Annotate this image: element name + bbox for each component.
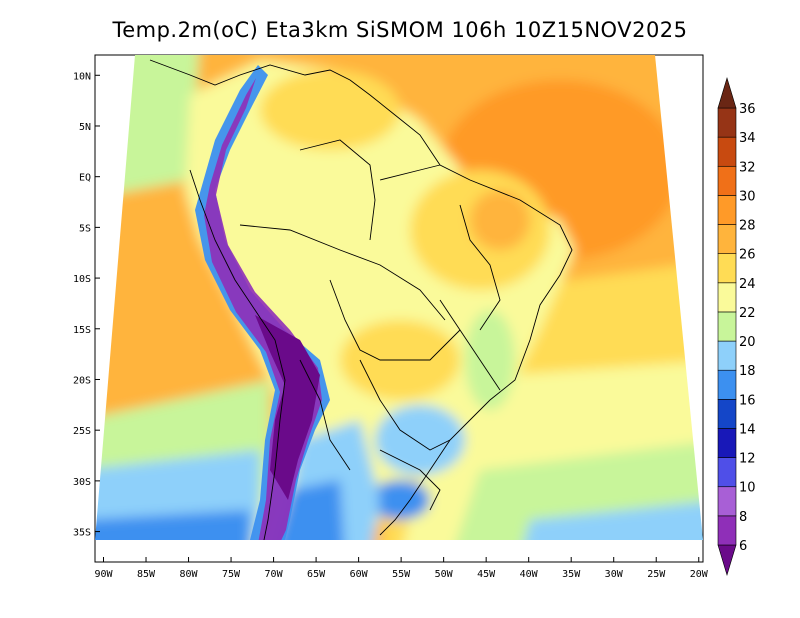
x-tick-label: 65W <box>307 569 326 580</box>
border-bolivia-brazil <box>329 279 461 361</box>
border-states-ne <box>459 204 501 331</box>
x-tick-label: 80W <box>180 569 199 580</box>
border-guianas <box>379 164 441 181</box>
x-tick-label: 40W <box>520 569 539 580</box>
x-tick-label: 75W <box>222 569 241 580</box>
border-peru-brazil <box>239 224 446 321</box>
map-title: Temp.2m(oC) Eta3km SiSMOM 106h 10Z15NOV2… <box>112 18 688 42</box>
x-tick-label: 20W <box>690 569 709 580</box>
colorbar-label: 12 <box>739 452 756 467</box>
colorbar-segment <box>717 165 737 196</box>
colorbar-segment <box>717 282 737 313</box>
colorbar-label: 28 <box>739 219 756 234</box>
colorbar-segment <box>717 136 737 167</box>
colorbar-label: 34 <box>739 131 756 146</box>
ne-brazil-hot <box>470 190 530 250</box>
colorbar-segment <box>717 224 737 254</box>
atlantic-south-20 <box>520 500 703 540</box>
border-states-se <box>439 299 501 391</box>
colorbar-label: 8 <box>739 510 747 525</box>
altiplano-cold <box>255 315 320 500</box>
pacific-south-18 <box>95 510 250 540</box>
colorbar-segment <box>717 457 737 488</box>
y-tick-label: 30S <box>73 477 91 488</box>
colorbar-label: 26 <box>739 248 756 263</box>
x-tick-label: 25W <box>647 569 666 580</box>
colorbar-segment <box>717 253 737 284</box>
colorbar-segment <box>717 399 737 429</box>
colorbar-segment <box>717 428 737 458</box>
colorbar-label: 24 <box>739 277 756 292</box>
colorbar-label: 30 <box>739 189 756 204</box>
colorbar-segment <box>717 107 737 138</box>
y-tick-label: 20S <box>73 375 91 386</box>
x-tick-label: 55W <box>392 569 411 580</box>
colorbar-label: 6 <box>739 539 747 554</box>
colorbar-segment <box>717 486 737 517</box>
y-tick-label: EQ <box>79 173 91 184</box>
y-tick-label: 35S <box>73 528 91 539</box>
colorbar-segment <box>717 195 737 225</box>
colorbar-label: 32 <box>739 160 756 175</box>
border-uruguay <box>379 449 441 511</box>
x-tick-label: 50W <box>435 569 454 580</box>
colorbar-segment <box>717 515 737 546</box>
y-tick-label: 15S <box>73 325 91 336</box>
colorbar-label: 20 <box>739 335 756 350</box>
colorbar-segment <box>717 311 737 342</box>
colorbar-label: 36 <box>739 102 756 117</box>
colorbar-label: 18 <box>739 364 756 379</box>
x-tick-label: 45W <box>477 569 496 580</box>
y-tick-label: 10N <box>73 71 91 82</box>
south-brazil-cold <box>370 480 430 520</box>
south-brazil-cool <box>375 405 465 475</box>
x-tick-label: 60W <box>350 569 369 580</box>
y-tick-label: 5S <box>79 223 91 234</box>
y-axis: 10N 5N EQ 5S 10S 15S 20S 25S 30S 35S <box>73 71 100 539</box>
colorbar-label: 22 <box>739 306 756 321</box>
colorbar-label: 16 <box>739 393 756 408</box>
colorbar-segment <box>717 369 737 400</box>
x-axis: 90W 85W 80W 75W 70W 65W 60W 55W 50W 45W 40W 35W 30W 2… <box>94 557 709 580</box>
x-tick-label: 90W <box>94 569 113 580</box>
y-tick-label: 25S <box>73 426 91 437</box>
temperature-field <box>95 55 703 540</box>
border-chile-argentina <box>299 359 351 471</box>
pacific-coastline <box>189 169 286 540</box>
colorbar-arrow-low <box>717 544 737 577</box>
x-tick-label: 30W <box>605 569 624 580</box>
x-tick-label: 85W <box>137 569 156 580</box>
colorbar-label: 10 <box>739 481 756 496</box>
colorbar-label: 14 <box>739 422 756 437</box>
border-venezuela-brazil <box>299 139 376 241</box>
colorbar-arrow-high <box>717 76 737 109</box>
y-tick-label: 10S <box>73 274 91 285</box>
atlantic-coastline <box>149 59 573 536</box>
colorbar-segment <box>717 340 737 371</box>
venezuela-warm <box>260 70 400 150</box>
se-brazil-cool <box>465 310 515 410</box>
colorbar: 6 8 10 12 14 16 18 20 22 24 26 28 30 32 34 36 <box>717 76 756 577</box>
political-borders <box>149 59 573 540</box>
x-tick-label: 35W <box>562 569 581 580</box>
border-paraguay <box>359 359 451 451</box>
y-tick-label: 5N <box>79 122 91 133</box>
x-tick-label: 70W <box>265 569 284 580</box>
